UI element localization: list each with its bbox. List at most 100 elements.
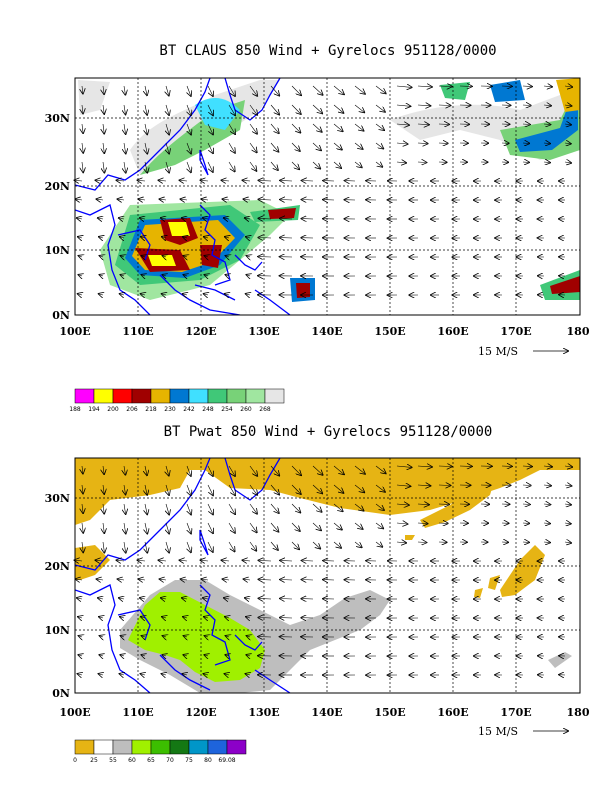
wind-vector — [82, 161, 83, 172]
wind-vector — [204, 294, 208, 295]
colorbar-label: 25 — [90, 757, 98, 764]
wind-vector — [417, 466, 432, 467]
wind-vector — [291, 522, 300, 531]
wind-vector — [280, 200, 293, 201]
vector-ref-label: 15 M/S — [478, 725, 518, 738]
colorbar-swatch — [150, 739, 171, 755]
wind-vector — [103, 503, 104, 514]
wind-vector — [417, 542, 426, 543]
wind-vector — [100, 275, 104, 276]
wind-vector — [222, 560, 230, 561]
wind-vector — [280, 560, 293, 561]
graticule — [75, 458, 580, 693]
wind-vector — [159, 180, 167, 181]
wind-vector — [76, 579, 83, 580]
wind-vector — [333, 465, 344, 474]
lat-label: 10N — [45, 624, 70, 637]
wind-vector — [82, 104, 83, 113]
wind-vector — [181, 199, 188, 200]
wind-vector — [103, 161, 104, 173]
wind-vector — [396, 124, 409, 125]
wind-vector — [302, 561, 314, 562]
wind-vector — [121, 275, 125, 276]
wind-vector — [247, 275, 251, 276]
wind-vector — [228, 104, 235, 115]
wind-vector — [228, 85, 235, 96]
wind-vector — [103, 104, 104, 114]
wind-vector — [187, 503, 191, 515]
wind-vector — [226, 636, 229, 637]
wind-vector — [224, 598, 229, 599]
lat-label: 30N — [45, 492, 70, 505]
wind-vector — [259, 579, 272, 580]
wind-vector — [312, 142, 321, 150]
wind-vector — [161, 598, 166, 599]
wind-vector — [280, 180, 293, 181]
colorbar-label: 230 — [164, 406, 176, 413]
wind-vector — [302, 200, 314, 201]
wind-vector — [162, 655, 166, 656]
wind-vector — [187, 123, 191, 135]
wind-vectors — [75, 86, 573, 295]
wind-vector — [246, 294, 250, 295]
wind-vector — [98, 598, 103, 599]
wind-vector — [204, 674, 208, 675]
wind-vector — [202, 199, 209, 200]
wind-vector — [120, 655, 124, 656]
wind-vector — [120, 617, 124, 618]
wind-vector — [82, 142, 83, 153]
wind-vector — [333, 484, 343, 493]
colorbar-swatch — [112, 739, 133, 755]
wind-vector — [187, 161, 191, 172]
map-pwat: BT Pwat 850 Wind + Gyrelocs 951128/0000 — [45, 424, 590, 764]
colorbar-swatch — [188, 739, 209, 755]
wind-vector — [270, 484, 279, 495]
wind-vector — [396, 523, 407, 524]
vector-reference: 15 M/S — [478, 725, 568, 738]
wind-vector — [375, 142, 383, 149]
wind-vector — [225, 237, 229, 238]
lon-label: 160E — [437, 325, 468, 338]
wind-vector — [270, 142, 278, 152]
wind-vector — [246, 617, 250, 618]
wind-vector — [375, 85, 386, 93]
colorbar-label: 75 — [185, 757, 193, 764]
colorbar-swatch — [207, 388, 228, 404]
lon-label: 150E — [374, 706, 405, 719]
lon-label: 170E — [500, 325, 531, 338]
wind-vector — [117, 560, 125, 561]
wind-vector — [417, 504, 429, 505]
wind-vector — [184, 636, 187, 637]
wind-vector — [228, 503, 235, 514]
wind-vector — [145, 123, 147, 134]
wind-vector — [375, 123, 384, 130]
wind-vector — [543, 162, 550, 163]
wind-vector — [543, 466, 552, 467]
wind-vector — [564, 105, 571, 106]
wind-vector — [187, 522, 191, 534]
wind-vector — [223, 579, 230, 580]
lat-axis: 30N 20N 10N 0N — [45, 492, 70, 700]
colorbar-swatch — [264, 388, 285, 404]
wind-vector — [375, 162, 382, 167]
wind-vector — [166, 85, 169, 96]
lat-label: 0N — [52, 687, 70, 700]
lon-label: 150E — [374, 325, 405, 338]
wind-vector — [82, 541, 83, 552]
wind-vector — [187, 484, 191, 495]
map-title: BT Pwat 850 Wind + Gyrelocs 951128/0000 — [164, 424, 493, 440]
map-frame — [74, 457, 581, 694]
wind-vector — [166, 465, 169, 476]
colorbar-swatch — [226, 388, 247, 404]
wind-vector — [259, 199, 272, 200]
wind-vector — [226, 275, 230, 276]
wind-vector — [166, 522, 169, 534]
wind-vector — [82, 123, 83, 133]
wind-vector — [354, 465, 365, 474]
wind-vector — [225, 294, 229, 295]
wind-vector — [96, 180, 104, 181]
wind-vector — [417, 124, 429, 125]
wind-vector — [564, 523, 571, 524]
wind-vector — [259, 180, 272, 181]
